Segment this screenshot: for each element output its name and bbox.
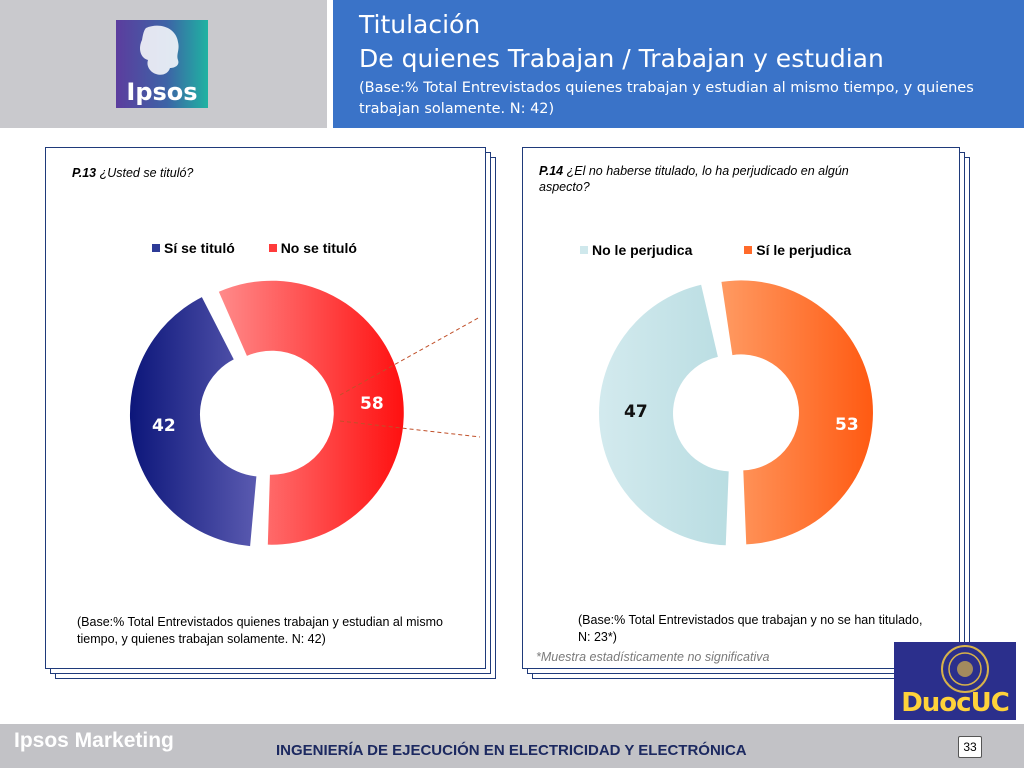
duoc-seal-icon — [941, 645, 989, 693]
duoc-uc-logo-text: DuocUC — [901, 688, 1010, 718]
legend-item-no-le-perjudica: No le perjudica — [580, 242, 692, 258]
left-question: P.13 ¿Usted se tituló? — [72, 165, 452, 181]
legend-item-si-se-titulo: Sí se tituló — [152, 240, 235, 256]
left-question-text: ¿Usted se tituló? — [99, 166, 194, 180]
footer-title: INGENIERÍA DE EJECUCIÓN EN ELECTRICIDAD … — [276, 742, 747, 759]
callout-line-top — [339, 316, 481, 396]
donut-slice-s-le-perjudica — [721, 280, 873, 545]
page-title-line-1: Titulación — [359, 10, 481, 39]
footer-brand: Ipsos Marketing — [14, 729, 174, 752]
page-subtitle: (Base:% Total Entrevistados quienes trab… — [359, 80, 974, 117]
legend-swatch — [268, 244, 277, 252]
right-panel-frame — [522, 147, 960, 669]
donut-slice-no-le-perjudica — [599, 284, 729, 546]
left-legend: Sí se tituló No se tituló — [152, 240, 387, 256]
left-panel-frame — [45, 147, 486, 669]
right-base-text: (Base:% Total Entrevistados que trabajan… — [578, 613, 923, 644]
callout-line-bottom — [339, 420, 481, 438]
donut-slice-no-se-titul- — [218, 280, 404, 545]
legend-item-si-le-perjudica: Sí le perjudica — [744, 242, 851, 258]
slice-label-si-se-titulo: 42 — [152, 416, 176, 436]
donut-slice-s-se-titul- — [129, 297, 257, 547]
slice-label-no-se-titulo: 58 — [360, 394, 384, 414]
footer-bar — [0, 724, 1024, 768]
right-footnote: *Muestra estadísticamente no significati… — [536, 650, 770, 664]
right-question-number: P.14 — [539, 164, 564, 178]
legend-swatch — [744, 246, 753, 254]
right-question: P.14 ¿El no haberse titulado, lo ha perj… — [539, 163, 879, 195]
ipsos-logo: Ipsos — [116, 20, 208, 108]
legend-swatch — [580, 246, 588, 254]
ipsos-logo-text: Ipsos — [126, 78, 197, 106]
right-donut-slices — [599, 280, 873, 546]
legend-label: No le perjudica — [592, 242, 693, 258]
legend-label: No se tituló — [280, 240, 357, 256]
duoc-uc-logo: DuocUC — [894, 642, 1016, 720]
left-question-number: P.13 — [72, 166, 97, 180]
left-base-text: (Base:% Total Entrevistados quienes trab… — [77, 615, 443, 646]
legend-label: Sí le perjudica — [756, 242, 852, 258]
right-legend: No le perjudica Sí le perjudica — [580, 242, 881, 258]
left-donut-slices — [129, 280, 404, 547]
page-number: 33 — [958, 736, 982, 758]
legend-label: Sí se tituló — [164, 240, 235, 256]
left-donut-chart: 42 58 — [129, 280, 481, 547]
page-title-line-2: De quienes Trabajan / Trabajan y estudia… — [359, 44, 884, 73]
slice-label-si-le-perjudica: 53 — [835, 415, 859, 435]
legend-swatch — [152, 244, 160, 252]
title-bar: Titulación De quienes Trabajan / Trabaja… — [333, 0, 1024, 128]
legend-item-no-se-titulo: No se tituló — [268, 240, 357, 256]
right-donut-chart: 47 53 — [599, 280, 873, 546]
right-question-text: ¿El no haberse titulado, lo ha perjudica… — [539, 164, 849, 194]
slice-label-no-le-perjudica: 47 — [624, 402, 648, 422]
logo-area: Ipsos — [0, 0, 327, 128]
